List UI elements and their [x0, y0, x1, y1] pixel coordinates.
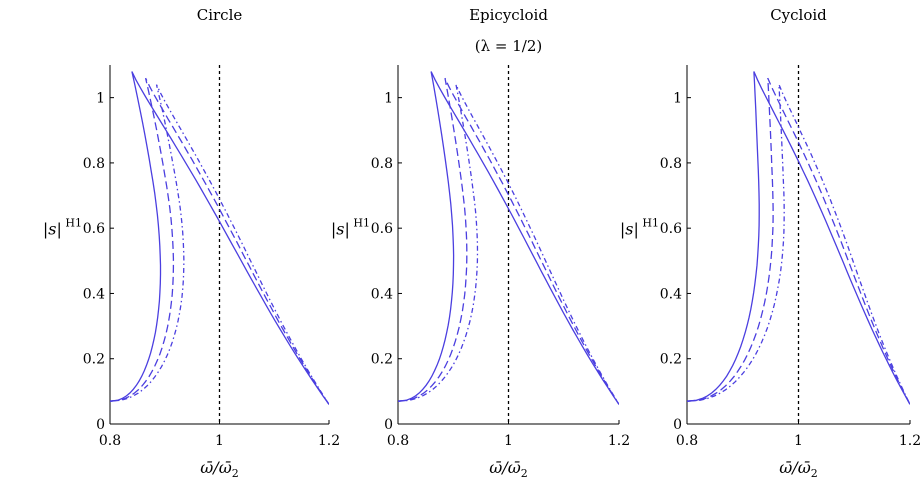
- series-line: [398, 71, 619, 405]
- chart-title: Epicycloid: [469, 6, 548, 24]
- x-tick-label: 1.2: [318, 433, 340, 449]
- x-tick-label: 0.8: [99, 433, 121, 449]
- y-tick-label: 0.8: [371, 156, 393, 172]
- y-tick-label: 0.8: [83, 156, 105, 172]
- x-tick-label: 0.8: [676, 433, 698, 449]
- y-tick-label: 0: [673, 417, 682, 433]
- y-axis-label: |s| H1: [620, 217, 659, 239]
- curves: [398, 71, 619, 405]
- y-tick-label: 0: [96, 417, 105, 433]
- curves: [687, 71, 910, 405]
- x-tick-label: 1: [215, 433, 224, 449]
- y-tick-label: 1: [96, 91, 105, 107]
- chart-title: Circle: [197, 6, 243, 24]
- y-axis-label: |s| H1: [43, 217, 82, 239]
- x-axis-label: ω̄/ω̄2: [200, 458, 238, 480]
- x-tick-label: 0.8: [387, 433, 409, 449]
- chart-subtitle: (λ = 1/2): [475, 37, 542, 55]
- y-tick-label: 0.8: [660, 156, 682, 172]
- y-tick-label: 0.6: [371, 221, 393, 237]
- chart-title: Cycloid: [770, 6, 827, 24]
- x-tick-label: 1.2: [608, 433, 630, 449]
- series-line: [398, 77, 619, 405]
- x-tick-label: 1: [794, 433, 803, 449]
- y-tick-label: 0.4: [660, 286, 682, 302]
- x-tick-label: 1: [504, 433, 513, 449]
- y-tick-label: 1: [673, 91, 682, 107]
- y-tick-label: 0.4: [83, 286, 105, 302]
- y-tick-label: 0.4: [371, 286, 393, 302]
- y-tick-label: 0.6: [83, 221, 105, 237]
- series-line: [398, 84, 619, 405]
- x-tick-label: 1.2: [899, 433, 921, 449]
- y-tick-label: 0.2: [371, 352, 393, 368]
- y-tick-label: 1: [384, 91, 393, 107]
- panel-cycloid: 0 0.2 0.4 0.6 0.8 1 0.8 1 1.2 Cycloid ω̄/ω̄2 |s| H1: [620, 6, 921, 480]
- y-tick-label: 0: [384, 417, 393, 433]
- series-line: [110, 71, 329, 405]
- series-line: [110, 84, 329, 405]
- y-tick-label: 0.6: [660, 221, 682, 237]
- panel-epicycloid: 0 0.2 0.4 0.6 0.8 1 0.8 1 1.2 Epicycloid (λ = 1/2)…: [331, 6, 630, 480]
- y-tick-label: 0.2: [83, 352, 105, 368]
- series-line: [110, 77, 329, 405]
- curves: [110, 71, 329, 405]
- y-tick-label: 0.2: [660, 352, 682, 368]
- series-line: [687, 77, 910, 405]
- x-axis-label: ω̄/ω̄2: [489, 458, 527, 480]
- panel-circle: 0 0.2 0.4 0.6 0.8 1 0.8 1 1.2 Circle ω̄/ω̄2 |s| H1: [43, 6, 340, 480]
- y-axis-label: |s| H1: [331, 217, 370, 239]
- x-axis-label: ω̄/ω̄2: [779, 458, 817, 480]
- series-line: [687, 84, 910, 405]
- series-line: [687, 71, 910, 405]
